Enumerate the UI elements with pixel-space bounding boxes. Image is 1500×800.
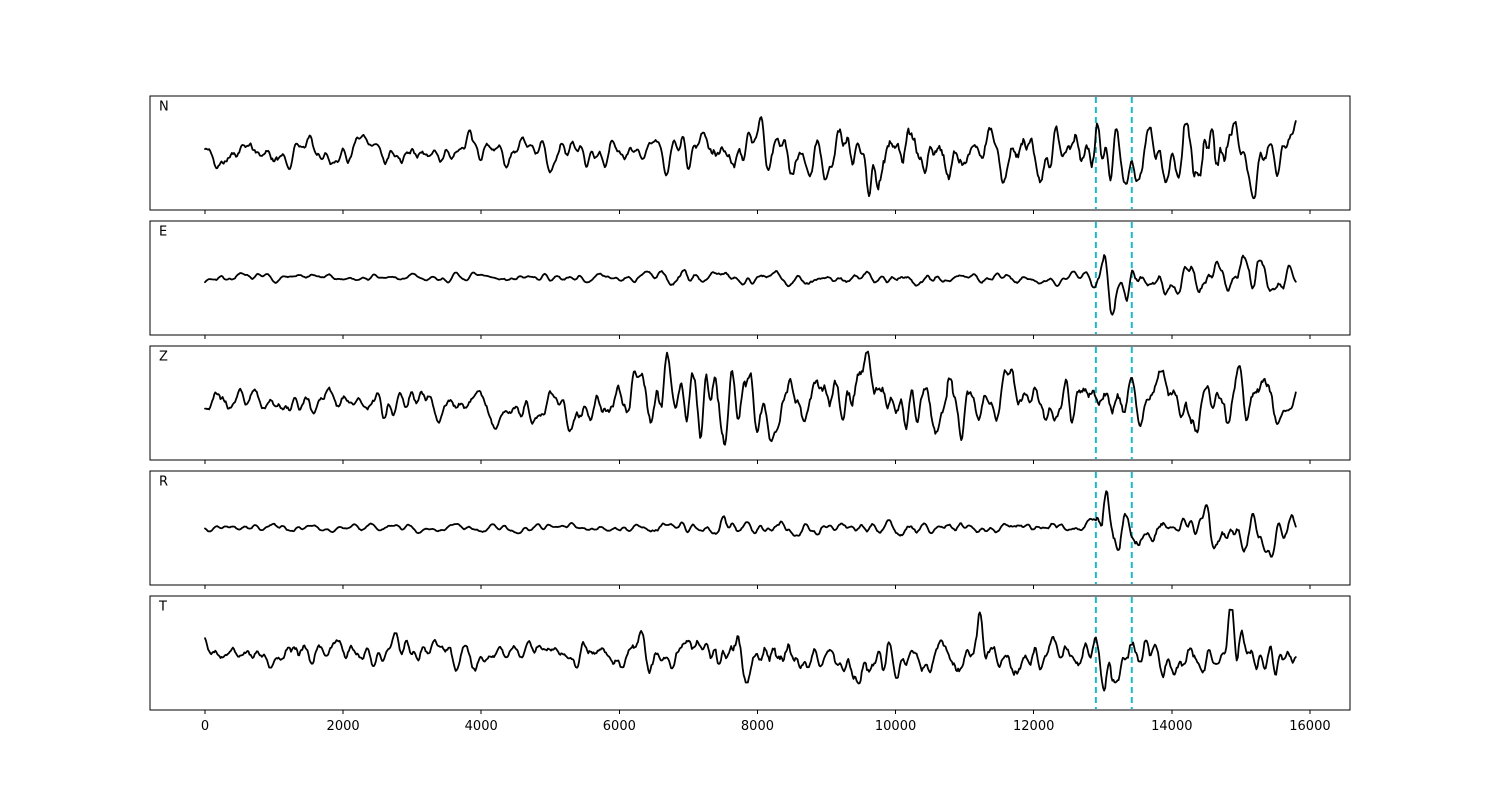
x-tick-label: 6000 <box>603 719 636 734</box>
channel-label-R: R <box>159 475 168 490</box>
channel-label-T: T <box>158 600 167 615</box>
waveform-trace-Z <box>204 350 1297 446</box>
panel-frame <box>149 220 1351 336</box>
panel-frame <box>149 595 1351 711</box>
panel-T: 0 2000 4000 6000 8000 10000 12000 14000 16000 T <box>149 595 1351 734</box>
x-tick-label: 12000 <box>1013 719 1054 734</box>
waveform-trace-T <box>204 608 1297 692</box>
channel-label-Z: Z <box>159 350 168 365</box>
channel-label-E: E <box>159 225 167 240</box>
x-tick-label: 14000 <box>1151 719 1192 734</box>
panel-frame <box>149 95 1351 211</box>
channel-label-N: N <box>159 100 169 115</box>
x-tick-label: 8000 <box>741 719 774 734</box>
panel-frame <box>149 345 1351 461</box>
x-tick-label: 10000 <box>875 719 916 734</box>
waveform-trace-R <box>204 490 1297 558</box>
waveform-trace-N <box>204 116 1297 200</box>
x-tick-label: 2000 <box>327 719 360 734</box>
panel-Z: Z <box>149 345 1351 464</box>
x-tick-label: 0 <box>201 719 209 734</box>
waveform-trace-E <box>204 254 1297 316</box>
x-tick-label: 16000 <box>1289 719 1330 734</box>
panel-R: R <box>149 470 1351 589</box>
panel-E: E <box>149 220 1351 339</box>
x-tick-label: 4000 <box>465 719 498 734</box>
panel-N: N <box>149 95 1351 214</box>
